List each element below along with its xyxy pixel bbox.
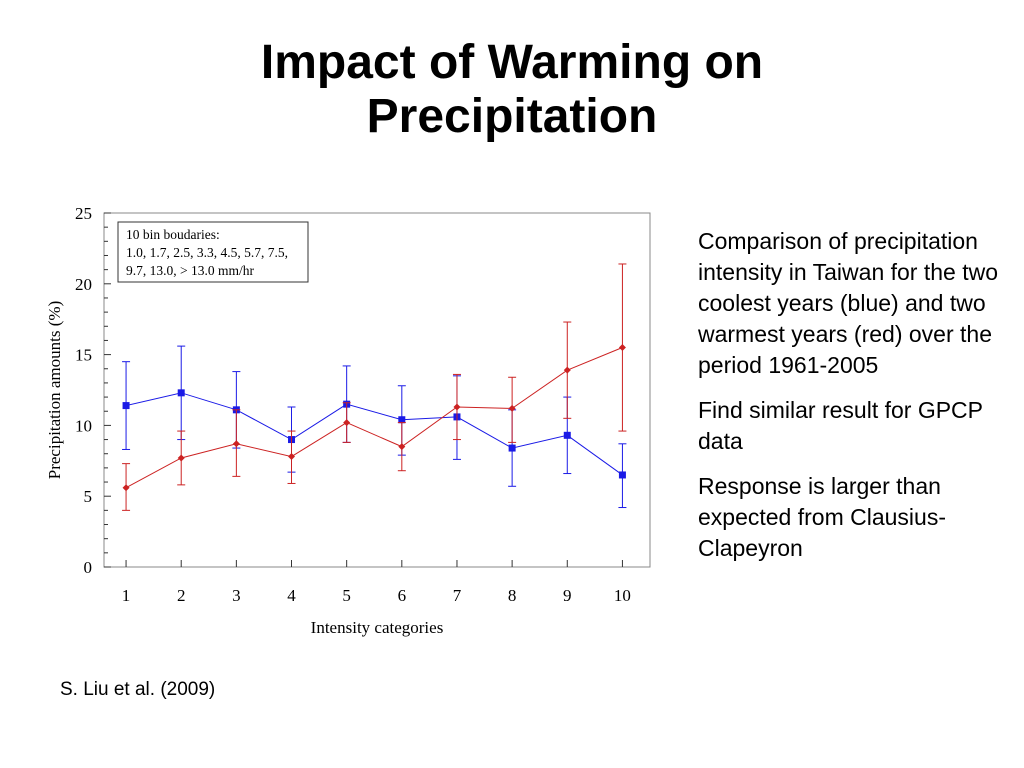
data-point-square (122, 402, 130, 410)
data-point-diamond (453, 403, 461, 411)
data-point-square (618, 471, 626, 479)
x-tick-label: 7 (453, 586, 462, 605)
data-point-diamond (343, 419, 351, 427)
chart-svg: 0 5 10 15 20 25 1 2 3 4 5 6 7 8 9 10 Intensity categorie… (45, 204, 651, 637)
data-point-square (398, 416, 406, 424)
bullet-text-1: Comparison of precipitation intensity in… (698, 228, 999, 378)
data-point-diamond (232, 440, 240, 448)
data-point-square (508, 444, 516, 452)
y-tick-label: 5 (84, 487, 93, 506)
annotation-line: 1.0, 1.7, 2.5, 3.3, 4.5, 5.7, 7.5, (126, 245, 288, 260)
data-point-diamond (122, 484, 130, 492)
annotation-box (117, 221, 309, 283)
x-tick-label: 9 (563, 586, 572, 605)
y-tick-label: 0 (84, 558, 93, 577)
slide-title-line-2: Precipitation (366, 90, 658, 143)
plot-frame (103, 212, 651, 568)
x-tick-label: 5 (342, 586, 351, 605)
citation: S. Liu et al. (2009) (60, 679, 216, 700)
x-tick-label: 1 (122, 586, 131, 605)
series-group (122, 263, 627, 511)
y-tick-label: 25 (75, 204, 92, 223)
series-group (122, 345, 627, 509)
slide-title-line-1: Impact of Warming on (260, 36, 764, 89)
series-line (125, 347, 623, 489)
series-line (125, 392, 623, 476)
slide-title: Impact of Warming on Precipitation (0, 36, 1024, 144)
data-point-diamond (618, 344, 626, 352)
data-point-square (563, 431, 571, 439)
data-point-diamond (508, 404, 516, 412)
data-point-diamond (177, 454, 185, 462)
bullet-text-2: Find similar result for GPCP data (698, 397, 983, 454)
y-tick-label: 20 (75, 275, 92, 294)
x-tick-label: 6 (398, 586, 407, 605)
x-tick-label: 2 (177, 586, 186, 605)
data-point-diamond (288, 453, 296, 461)
x-tick-label: 8 (508, 586, 517, 605)
y-axis-label: Precipitation amounts (%) (45, 301, 64, 479)
data-point-diamond (398, 443, 406, 451)
data-point-square (177, 389, 185, 397)
y-tick-label: 10 (75, 416, 92, 435)
bullet-list: Comparison of precipitation intensity in… (698, 226, 1013, 578)
data-point-diamond (563, 366, 571, 374)
annotation-line: 9.7, 13.0, > 13.0 mm/hr (126, 263, 254, 278)
y-tick-label: 15 (75, 346, 92, 365)
x-tick-label: 4 (287, 586, 296, 605)
bullet-text-3: Response is larger than expected from Cl… (698, 473, 946, 561)
x-tick-label: 10 (614, 586, 631, 605)
x-tick-label: 3 (232, 586, 241, 605)
annotation-line: 10 bin boudaries: (126, 227, 220, 242)
precipitation-chart: 0 5 10 15 20 25 1 2 3 4 5 6 7 8 9 10 Intensity categorie… (30, 195, 670, 655)
x-axis-label: Intensity categories (311, 618, 444, 637)
